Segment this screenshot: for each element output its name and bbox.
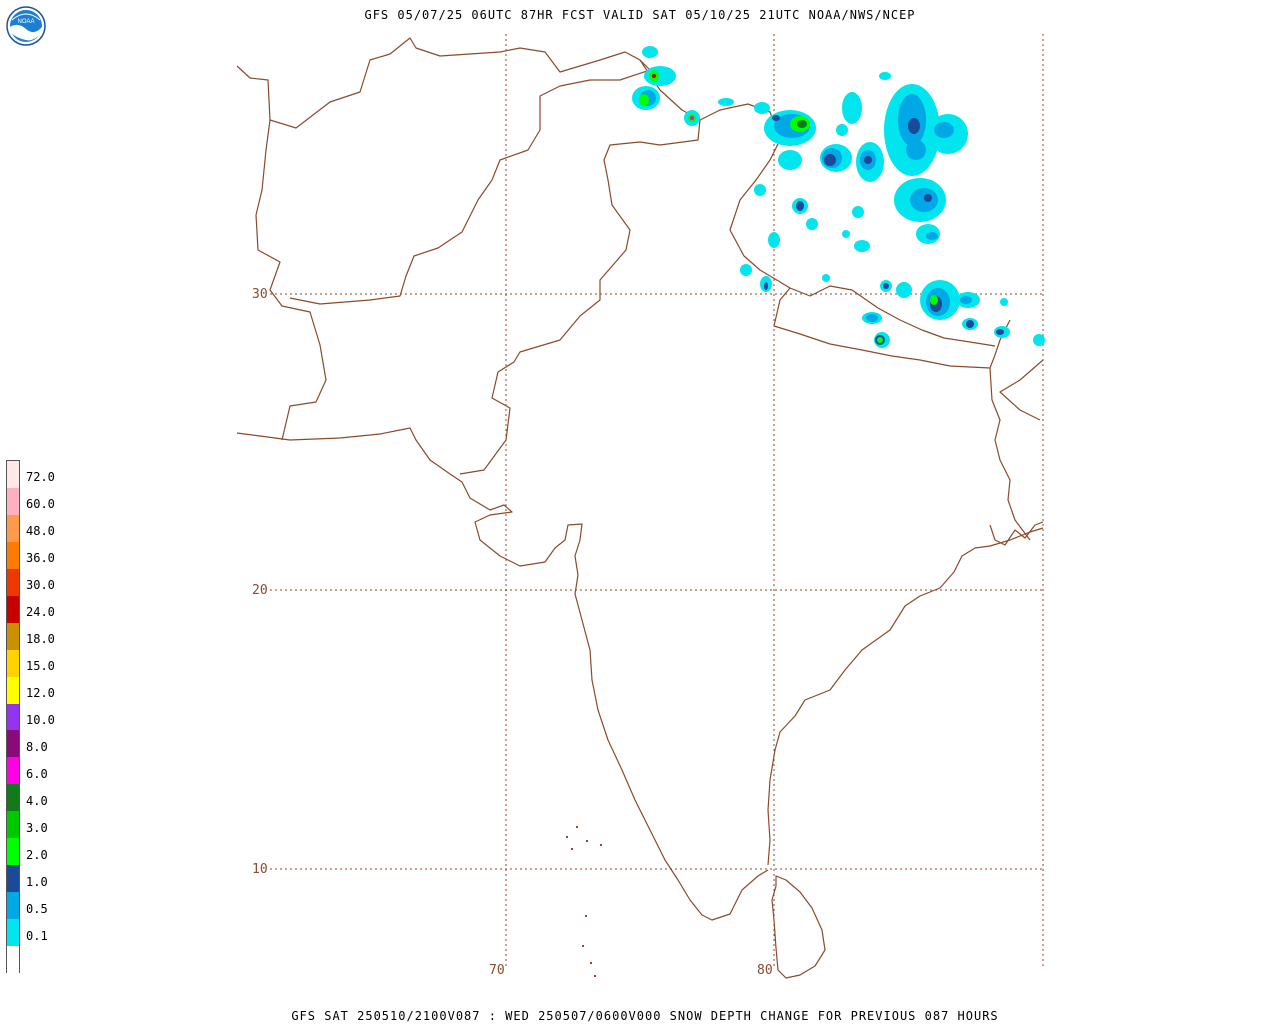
legend-swatch bbox=[6, 783, 20, 812]
legend-label: 2.0 bbox=[26, 847, 48, 862]
legend-swatch bbox=[6, 945, 20, 973]
legend-swatch bbox=[6, 540, 20, 569]
legend-swatch bbox=[6, 891, 20, 920]
legend-label: 24.0 bbox=[26, 605, 55, 620]
grid-lines bbox=[270, 34, 1044, 966]
logo-text: NOAA bbox=[17, 19, 34, 25]
legend-label: 1.0 bbox=[26, 874, 48, 889]
coastline-sri-lanka bbox=[771, 875, 826, 979]
legend-label: 10.0 bbox=[26, 713, 55, 727]
lakshadweep-islands bbox=[566, 826, 602, 977]
lon-label-80: 80 bbox=[757, 963, 773, 978]
legend-label: 18.0 bbox=[26, 632, 55, 647]
noaa-logo-icon: NOAA bbox=[6, 6, 46, 46]
legend-label: 15.0 bbox=[26, 659, 55, 674]
border-pakistan-india bbox=[459, 59, 701, 475]
legend-label: 12.0 bbox=[26, 686, 55, 701]
border-bangladesh bbox=[989, 367, 1031, 541]
legend-label: 0.1 bbox=[26, 928, 48, 943]
lat-label-10: 10 bbox=[252, 862, 268, 877]
legend-label: 3.0 bbox=[26, 820, 48, 835]
legend-label: 48.0 bbox=[26, 524, 55, 539]
legend-swatch bbox=[6, 594, 20, 623]
coastline-bangladesh bbox=[989, 521, 1044, 546]
legend-swatch bbox=[6, 729, 20, 758]
border-ne-india bbox=[999, 359, 1044, 421]
coastline-east bbox=[767, 527, 1044, 866]
legend-swatch bbox=[6, 756, 20, 785]
border-afghanistan-pakistan bbox=[289, 69, 651, 305]
lon-label-70: 70 bbox=[489, 963, 505, 978]
legend-swatch bbox=[6, 621, 20, 650]
legend-swatch bbox=[6, 810, 20, 839]
legend-swatch bbox=[6, 675, 20, 704]
border-nepal bbox=[773, 287, 1011, 369]
lat-label-20: 20 bbox=[252, 583, 268, 598]
legend-swatch bbox=[6, 918, 20, 947]
border-afghanistan-west bbox=[236, 65, 327, 441]
legend-label: 36.0 bbox=[26, 551, 55, 566]
border-afghanistan-north bbox=[269, 37, 651, 129]
lat-label-30: 30 bbox=[252, 287, 268, 302]
legend-label: 72.0 bbox=[26, 470, 55, 485]
chart-caption: GFS SAT 250510/2100V087 : WED 250507/060… bbox=[291, 1009, 999, 1023]
legend-swatch bbox=[6, 486, 20, 515]
legend-swatch bbox=[6, 567, 20, 596]
snow-depth-field bbox=[632, 46, 1045, 348]
legend-label: 8.0 bbox=[26, 739, 48, 754]
legend-label: 60.0 bbox=[26, 497, 55, 512]
legend-swatch bbox=[6, 864, 20, 893]
legend-label: 30.0 bbox=[26, 578, 55, 593]
legend-swatch bbox=[6, 837, 20, 866]
legend-swatch bbox=[6, 513, 20, 542]
legend-swatch bbox=[6, 702, 20, 731]
legend-label: 6.0 bbox=[26, 766, 48, 781]
legend-label: 4.0 bbox=[26, 793, 48, 808]
chart-title: GFS 05/07/25 06UTC 87HR FCST VALID SAT 0… bbox=[364, 8, 916, 22]
coastline-west bbox=[236, 427, 769, 921]
legend-swatch bbox=[6, 460, 20, 488]
border-nepal-north bbox=[877, 307, 996, 347]
color-legend: 0.1 0.5 1.0 2.0 3.0 4.0 6.0 8.0 10.0 12.0 15.0 18.0… bbox=[6, 460, 55, 973]
legend-label: 0.5 bbox=[26, 901, 48, 916]
legend-swatch bbox=[6, 648, 20, 677]
